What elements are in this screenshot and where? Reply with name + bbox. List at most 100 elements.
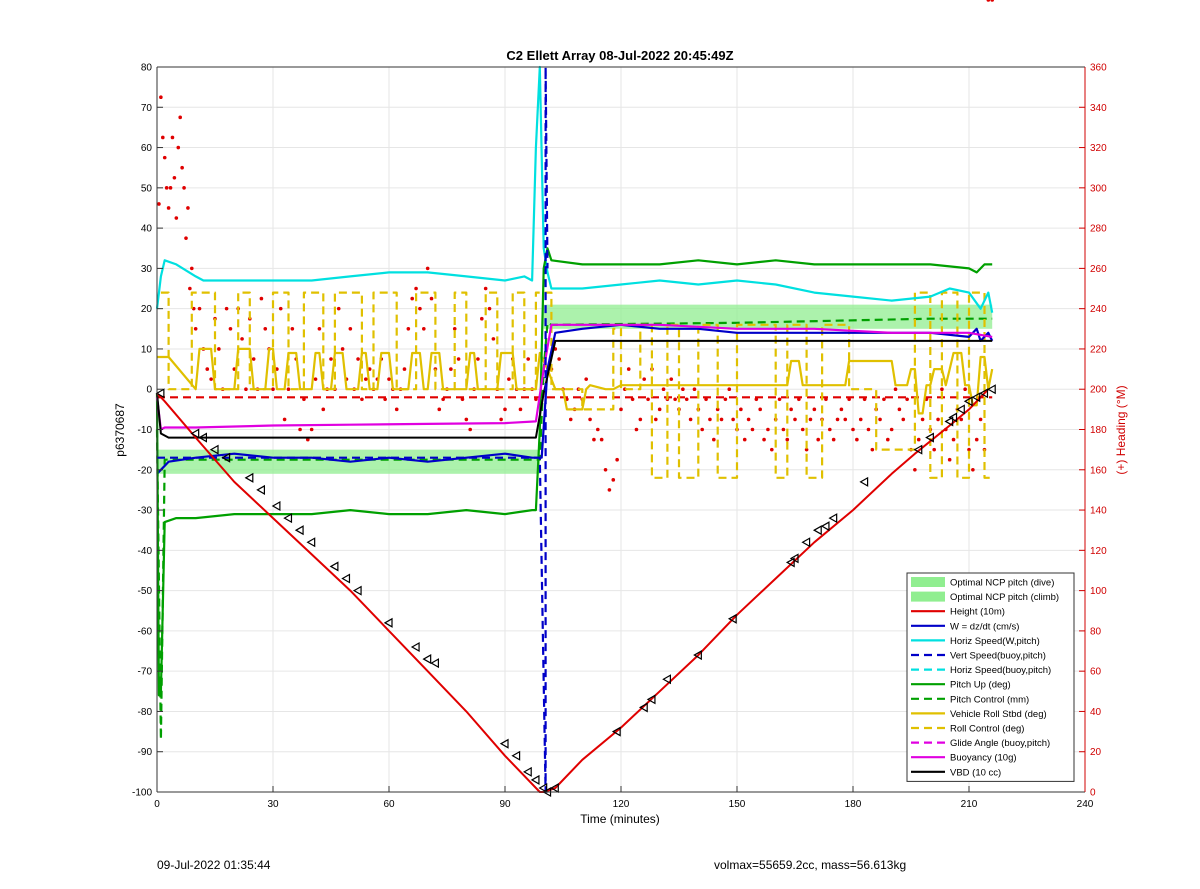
x-tick-label: 180 <box>845 799 862 810</box>
height-marker <box>550 782 559 794</box>
heading-point <box>843 417 848 422</box>
x-tick-label: 240 <box>1077 799 1094 810</box>
legend-swatch <box>911 577 945 587</box>
heading-point <box>217 347 221 351</box>
heading-point <box>638 417 643 422</box>
height-marker <box>221 452 231 463</box>
heading-point <box>661 387 666 392</box>
heading-point <box>557 357 561 361</box>
x-tick-label: 60 <box>383 799 395 810</box>
height-marker <box>812 525 822 536</box>
height-marker <box>352 585 362 596</box>
heading-point <box>719 417 724 422</box>
height-markers <box>155 384 996 798</box>
heading-point <box>905 397 909 402</box>
heading-point <box>913 467 917 472</box>
heading-point <box>164 186 169 190</box>
heading-point <box>855 437 859 442</box>
height-marker <box>662 674 671 685</box>
heading-point <box>503 407 507 412</box>
legend-label: Vert Speed(buoy,pitch) <box>950 651 1046 662</box>
chart-title: C2 Ellett Array 08-Jul-2022 20:45:49Z <box>506 48 733 63</box>
legend-label: Buoyancy (10g) <box>950 753 1017 764</box>
height-marker <box>329 561 339 572</box>
heading-point <box>178 115 182 120</box>
height-marker <box>190 428 200 439</box>
heading-point <box>978 417 983 422</box>
heading-point <box>507 377 511 381</box>
height-marker <box>979 388 989 399</box>
heading-point <box>480 316 484 321</box>
heading-point <box>727 387 732 392</box>
heading-point <box>182 186 186 190</box>
height-marker <box>198 432 207 443</box>
heading-point <box>789 407 793 412</box>
legend-label: Glide Angle (buoy,pitch) <box>950 738 1050 749</box>
y-right-tick-label: 60 <box>1090 667 1102 678</box>
height-marker <box>859 476 869 487</box>
heading-point <box>951 437 956 442</box>
heading-point <box>889 427 894 432</box>
heading-point <box>916 437 921 442</box>
heading-point <box>188 286 192 291</box>
heading-point <box>986 0 991 2</box>
heading-point <box>657 407 662 412</box>
heading-point <box>449 367 453 371</box>
height-marker <box>925 432 934 443</box>
heading-point <box>263 327 268 331</box>
heading-point <box>936 417 940 422</box>
height-marker <box>430 658 439 669</box>
heading-point <box>611 478 616 482</box>
heading-point <box>750 427 755 432</box>
series-vbd <box>156 339 993 439</box>
heading-point <box>858 417 863 422</box>
heading-point <box>947 457 952 462</box>
y-right-tick-label: 100 <box>1090 586 1107 597</box>
legend-label: Pitch Control (mm) <box>950 694 1029 705</box>
heading-point <box>329 357 333 361</box>
heading-point <box>286 387 291 392</box>
y-tick-label: 50 <box>141 183 153 194</box>
height-marker <box>341 573 351 584</box>
heading-point <box>607 488 612 492</box>
heading-point <box>770 447 774 452</box>
heading-point <box>603 467 608 472</box>
heading-point <box>298 427 302 432</box>
heading-point <box>758 407 762 412</box>
heading-point <box>959 417 964 422</box>
heading-point <box>367 367 372 371</box>
heading-point <box>835 417 840 422</box>
height-marker <box>271 500 281 512</box>
heading-point <box>762 437 766 442</box>
heading-point <box>634 427 639 432</box>
x-tick-label: 210 <box>961 799 978 810</box>
heading-point <box>491 337 496 341</box>
y-tick-label: 80 <box>141 63 153 74</box>
heading-point <box>394 407 399 412</box>
heading-point <box>646 397 650 402</box>
heading-point <box>174 216 179 220</box>
heading-point <box>974 437 979 442</box>
y-tick-label: -30 <box>138 506 153 517</box>
heading-point <box>568 417 573 422</box>
heading-point <box>673 397 677 402</box>
heading-point <box>425 266 430 271</box>
series-lines <box>155 65 994 794</box>
height-marker <box>538 782 548 794</box>
heading-point <box>414 286 418 291</box>
heading-point <box>851 427 855 432</box>
y-right-tick-label: 320 <box>1090 143 1107 154</box>
heading-point <box>278 306 283 311</box>
height-marker <box>646 694 656 705</box>
heading-point <box>777 397 782 402</box>
heading-point <box>340 347 345 351</box>
heading-point <box>476 357 480 361</box>
height-marker <box>727 613 737 624</box>
heading-point <box>839 407 844 412</box>
heading-point <box>437 407 442 412</box>
heading-point <box>866 427 871 432</box>
series-buoyancy <box>155 323 993 431</box>
heading-point <box>592 437 596 442</box>
y-tick-label: 0 <box>146 385 152 396</box>
heading-point <box>161 135 165 140</box>
